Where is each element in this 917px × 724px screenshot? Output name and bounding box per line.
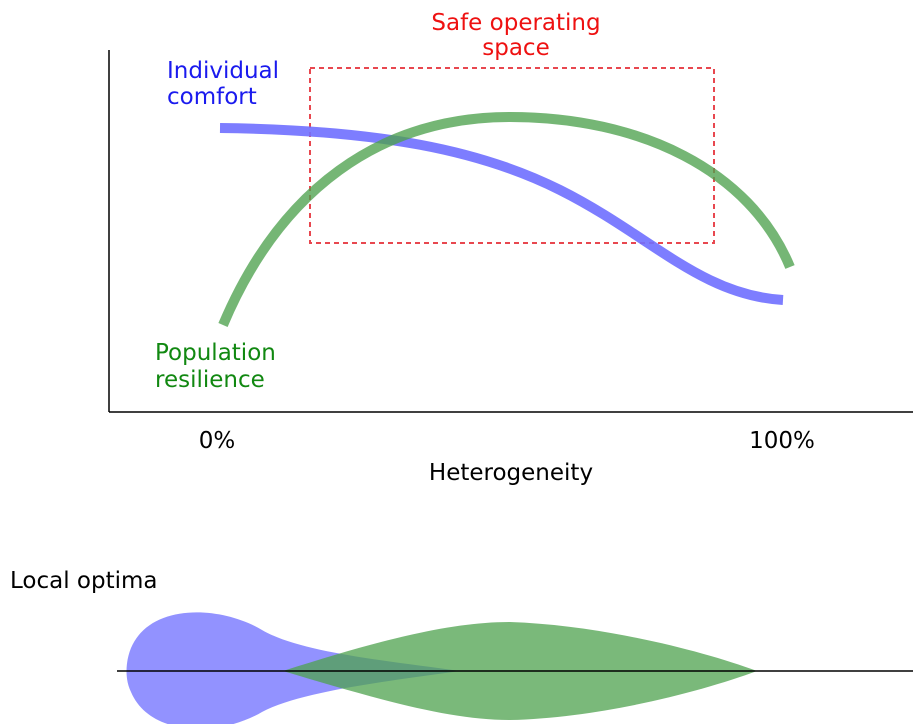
safe-space-label: Safe operating bbox=[431, 10, 600, 36]
comfort-label: comfort bbox=[167, 84, 257, 110]
x-right-label: 100% bbox=[749, 428, 815, 454]
resilience-label: Population bbox=[155, 340, 276, 366]
safe-space-box bbox=[309, 67, 715, 244]
resilience-label: resilience bbox=[155, 367, 265, 393]
x-axis-title: Heterogeneity bbox=[429, 460, 593, 486]
comfort-label: Individual bbox=[167, 58, 279, 84]
comfort-curve bbox=[219, 123, 784, 305]
x-left-label: 0% bbox=[199, 428, 236, 454]
resilience-curve bbox=[218, 111, 795, 327]
safe-space-label: space bbox=[482, 35, 549, 61]
bottom-title: Local optima bbox=[10, 568, 158, 594]
